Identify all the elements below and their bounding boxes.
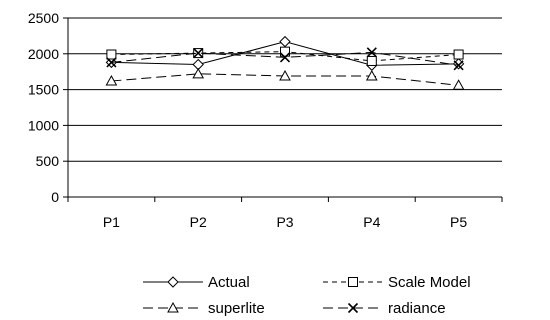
data-point-triangle (167, 301, 179, 313)
data-point-triangle (192, 67, 205, 79)
legend-label: Scale Model (388, 274, 471, 291)
legend-item: superlite (143, 300, 265, 317)
x-tick-label: P5 (450, 214, 467, 230)
data-point-triangle (279, 69, 291, 81)
data-point-triangle (105, 74, 118, 86)
legend-item: Scale Model (323, 274, 471, 291)
series-superlite (105, 67, 465, 90)
data-point-triangle (365, 69, 378, 81)
legend-label: radiance (388, 300, 446, 317)
y-tick-label: 2500 (28, 10, 59, 26)
data-point-diamond (279, 35, 291, 48)
data-point-square (280, 46, 290, 57)
data-point-x (453, 60, 464, 71)
y-tick-label: 1500 (28, 82, 59, 98)
series-radiance (106, 47, 464, 71)
y-tick-label: 0 (51, 189, 59, 205)
legend-label: Actual (208, 274, 250, 291)
data-point-square (453, 49, 464, 60)
legend-label: superlite (208, 300, 265, 317)
data-point-diamond (452, 58, 465, 70)
data-point-square (106, 49, 117, 60)
data-point-x (347, 302, 359, 314)
y-tick-label: 500 (36, 153, 60, 169)
x-axis-ticks: P1 P2 P3 P4 P5 (67, 197, 503, 230)
data-point-square (348, 277, 358, 287)
legend-item: radiance (323, 300, 446, 317)
data-point-x (279, 52, 291, 63)
data-point-x (106, 57, 117, 68)
data-point-x (366, 47, 377, 58)
y-tick-label: 1000 (28, 117, 59, 133)
data-point-diamond (167, 276, 179, 288)
x-tick-label: P4 (363, 214, 380, 230)
x-tick-label: P1 (103, 214, 120, 230)
x-tick-label: P2 (190, 214, 207, 230)
y-tick-label: 2000 (28, 46, 59, 62)
legend: Actual Scale Model superlite radiance (143, 274, 471, 317)
series-layer (105, 35, 465, 90)
legend-item: Actual (143, 274, 250, 291)
data-point-triangle (452, 79, 465, 90)
data-point-square (366, 55, 377, 66)
data-point-x (193, 48, 204, 59)
x-tick-label: P3 (276, 214, 293, 230)
y-axis-ticks: 0 500 1000 1500 2000 2500 (28, 10, 69, 205)
